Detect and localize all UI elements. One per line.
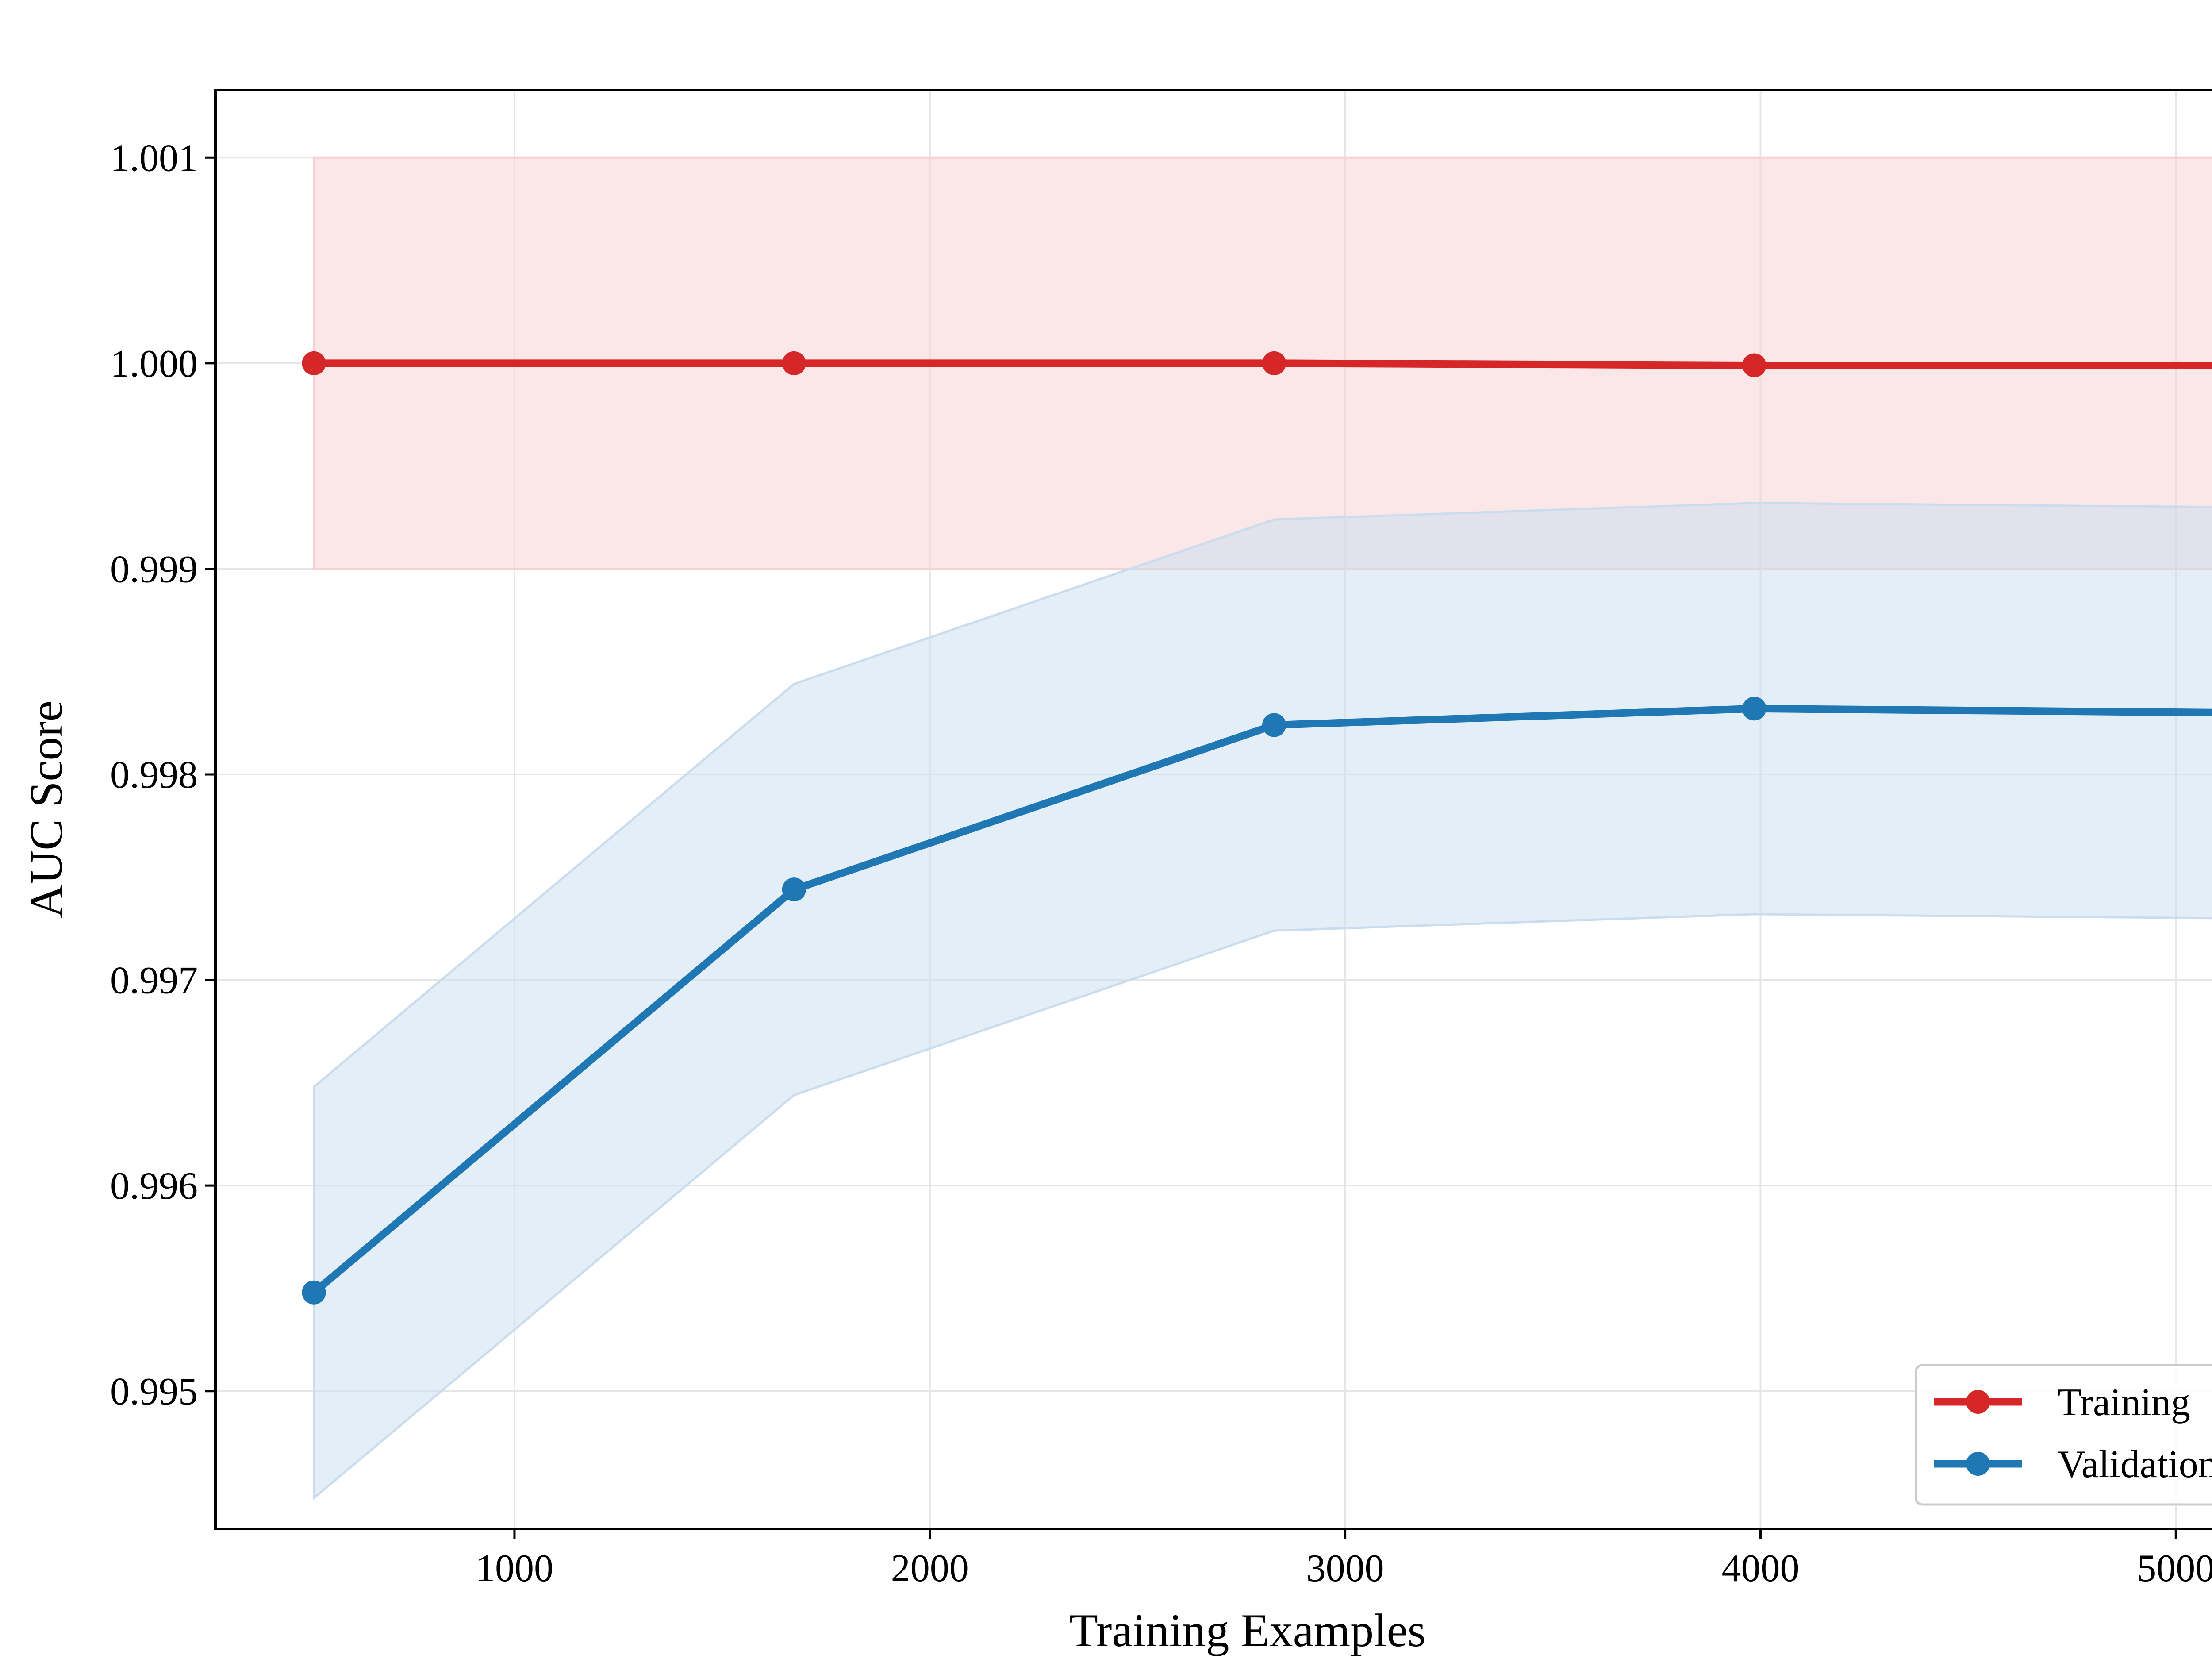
training-data-point <box>1262 351 1286 375</box>
training-data-point <box>1742 353 1767 377</box>
y-tick-label: 1.001 <box>110 137 198 180</box>
validation-data-point <box>302 1280 326 1305</box>
x-axis-title: Training Examples <box>1069 1605 1426 1656</box>
training-data-point <box>302 351 326 375</box>
validation-legend-label: Validation <box>2058 1443 2212 1486</box>
y-tick-label: 0.996 <box>110 1165 198 1208</box>
legend: Training Validation <box>1915 1364 2212 1506</box>
validation-confidence-band <box>313 502 2212 1501</box>
training-legend-label: Training <box>2058 1381 2190 1424</box>
validation-data-point <box>1262 713 1286 737</box>
x-tick-label: 5000 <box>2137 1547 2212 1590</box>
plot-area-frame <box>214 89 2212 1530</box>
validation-data-point <box>782 877 806 902</box>
y-tick-label: 0.999 <box>110 548 198 591</box>
y-tick-label: 1.000 <box>110 342 198 385</box>
axis-ticks: 1000 2000 3000 4000 5000 0.995 0.996 0.997 0.998… <box>110 137 2212 1590</box>
training-data-point <box>782 351 806 375</box>
y-tick-label: 0.995 <box>110 1370 198 1413</box>
validation-data-point <box>1742 697 1767 721</box>
validation-legend-marker <box>1966 1452 1990 1476</box>
y-axis-title: AUC Score <box>20 700 72 918</box>
y-tick-label: 0.998 <box>110 754 198 797</box>
x-tick-label: 2000 <box>891 1547 969 1590</box>
x-tick-label: 4000 <box>1721 1547 1799 1590</box>
series-points <box>302 351 1767 1305</box>
y-tick-label: 0.997 <box>110 959 198 1002</box>
training-legend-marker <box>1966 1390 1990 1414</box>
x-tick-label: 1000 <box>476 1547 553 1590</box>
x-tick-label: 3000 <box>1306 1547 1384 1590</box>
